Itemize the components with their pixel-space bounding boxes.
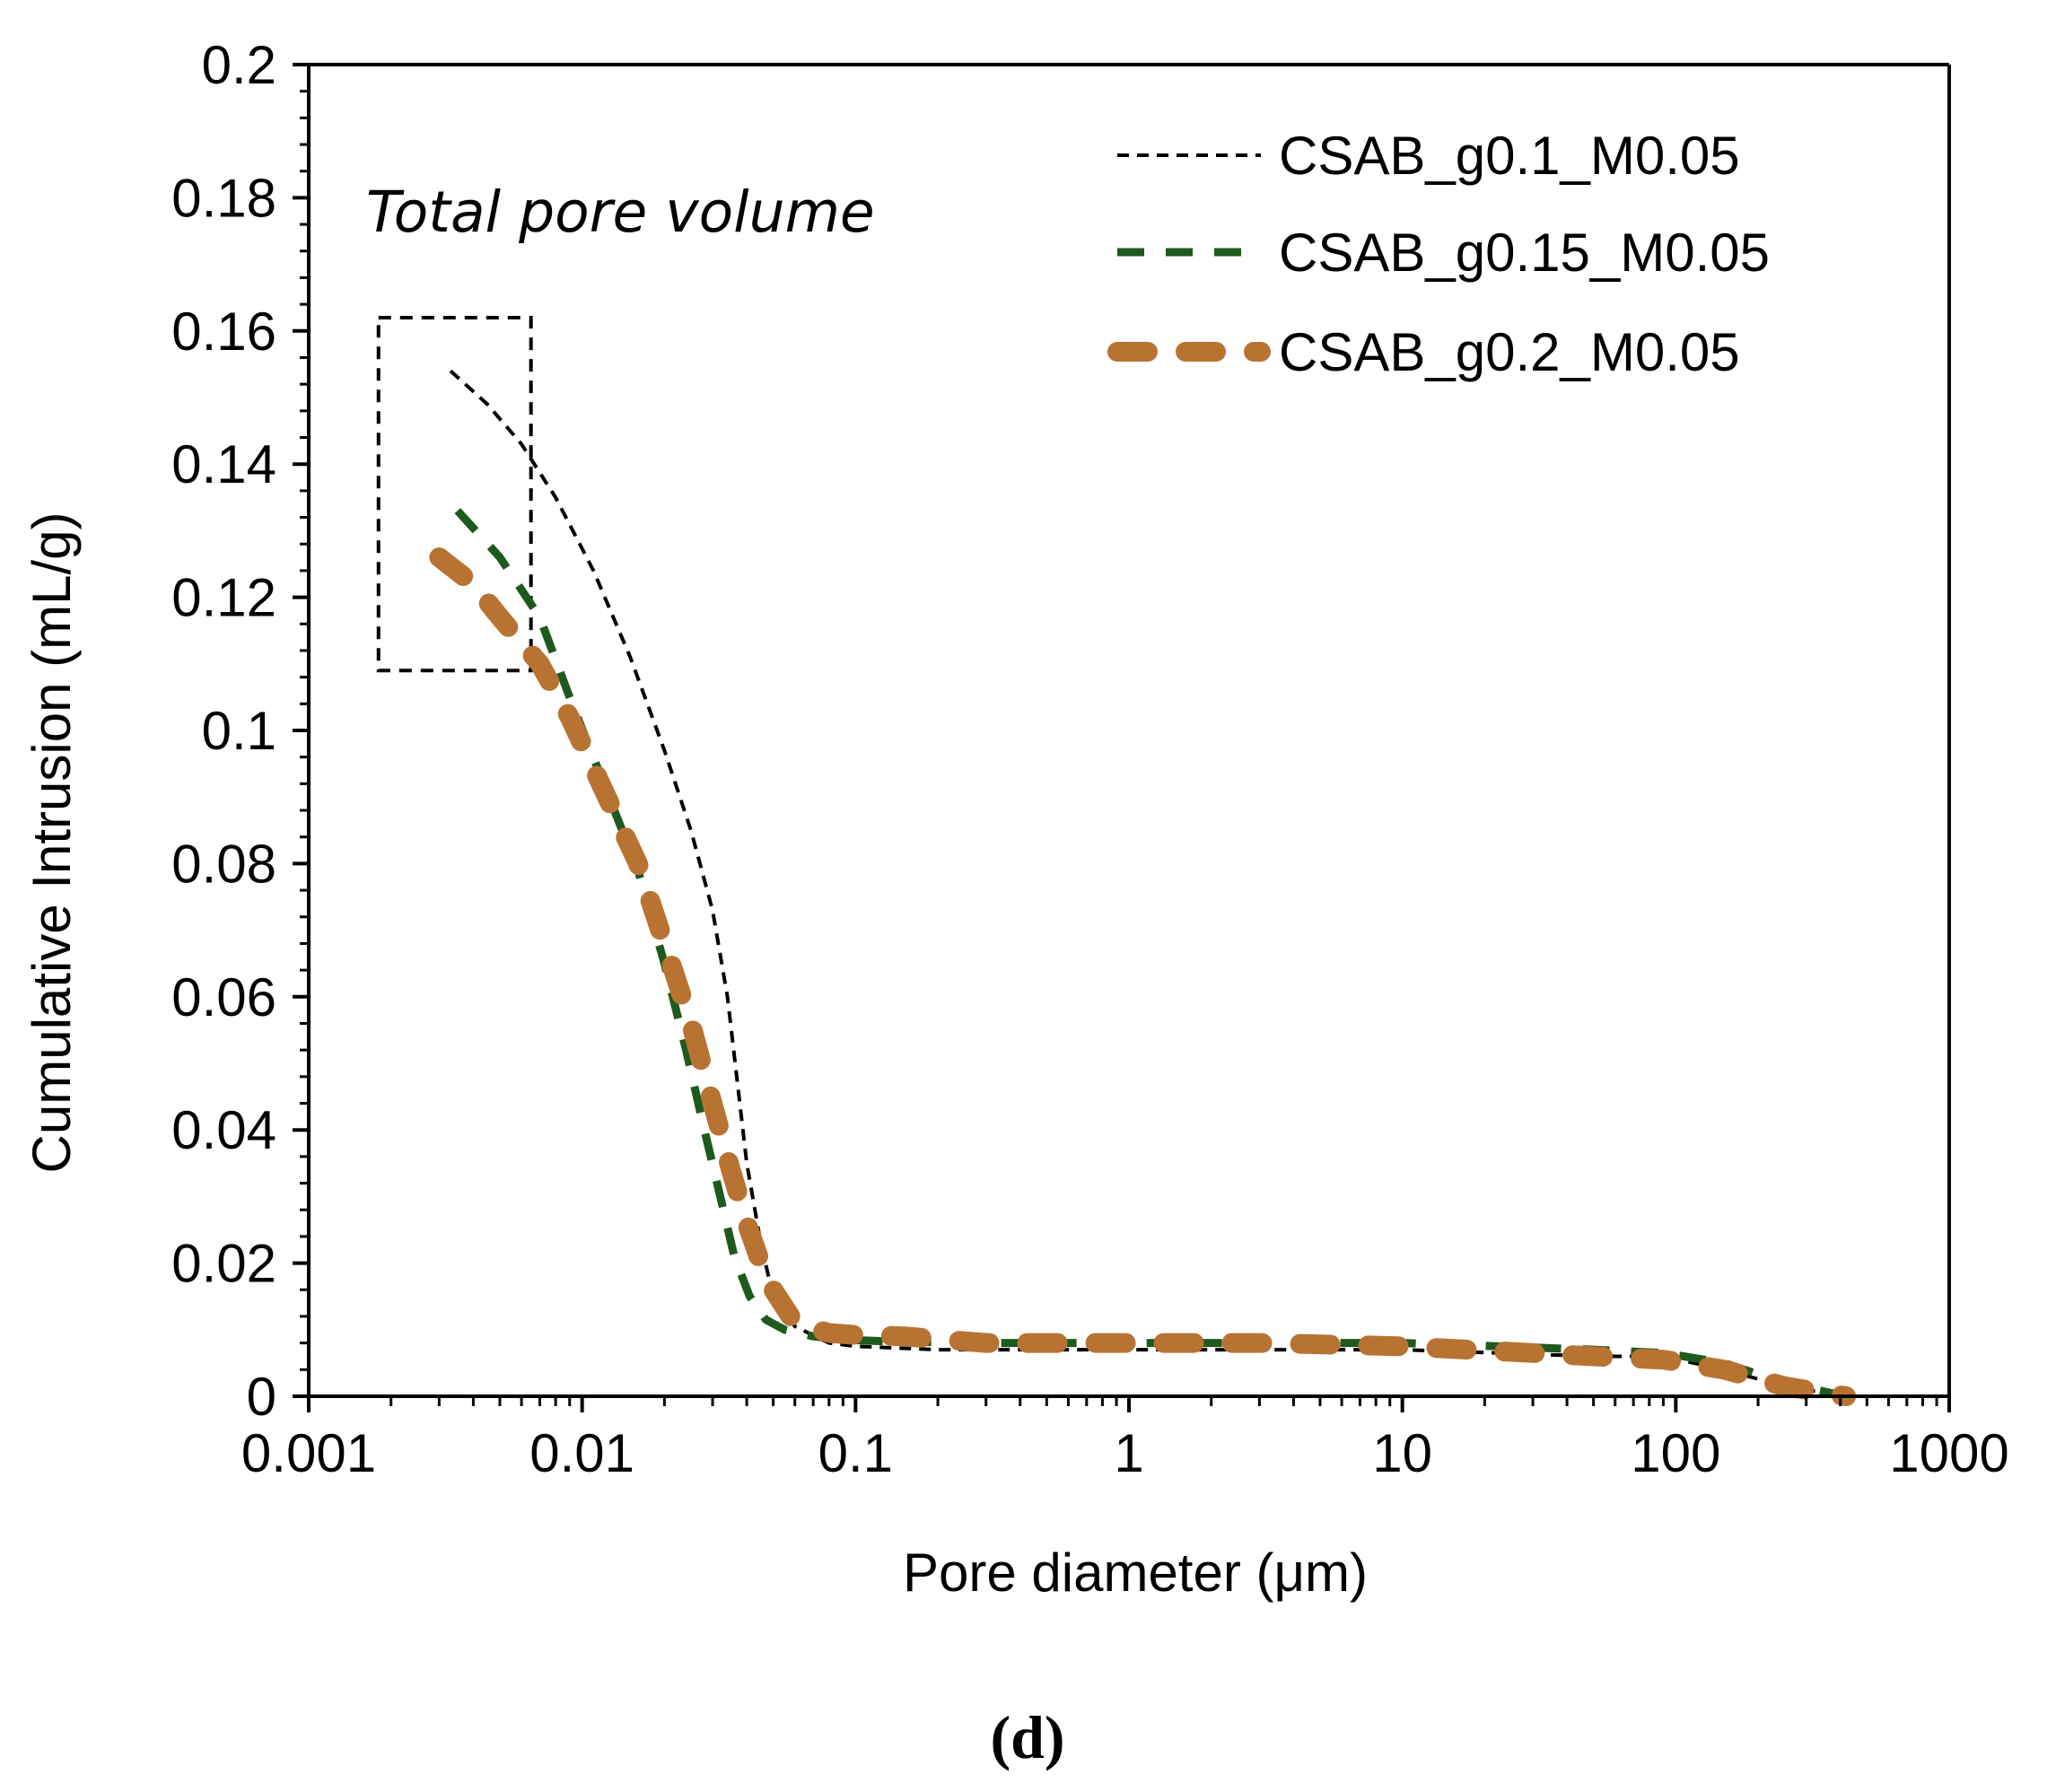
plot-marks: 0 0.02 0.04 0.06 0.08 0.1 0.12 0.14 0.16 0.18 0.2 0…	[171, 35, 2009, 1483]
x-tick-label: 0.01	[529, 1423, 634, 1483]
y-axis-title: Cumulative Intrusion (mL/g)	[22, 512, 82, 1174]
y-tick-label: 0.2	[202, 35, 276, 95]
legend-label-series-1: CSAB_g0.1_M0.05	[1279, 126, 1740, 186]
series-line-3	[429, 547, 1857, 1406]
series-line-2	[454, 508, 1848, 1401]
total-pore-volume-annotation: Total pore volume	[366, 179, 875, 245]
y-tick-label: 0.14	[171, 434, 276, 494]
y-tick-label: 0	[247, 1367, 276, 1427]
legend-label-series-2: CSAB_g0.15_M0.05	[1279, 223, 1770, 283]
x-tick-label: 1	[1114, 1423, 1143, 1483]
legend: CSAB_g0.1_M0.05 CSAB_g0.15_M0.05 CSAB_g0…	[1107, 126, 1770, 382]
series-line-1	[449, 369, 1847, 1398]
y-tick-label: 0.08	[171, 834, 276, 894]
panel-label: (d)	[990, 1703, 1064, 1771]
y-tick-label: 0.12	[171, 568, 276, 628]
x-tick-label: 1000	[1889, 1423, 2008, 1483]
y-tick-label: 0.06	[171, 967, 276, 1027]
y-tick-label: 0.16	[171, 302, 276, 362]
y-tick-label: 0.1	[202, 701, 276, 761]
total-pore-volume-box	[376, 315, 533, 673]
x-axis-title: Pore diameter (μm)	[903, 1543, 1368, 1603]
x-tick-label: 0.001	[241, 1423, 376, 1483]
x-tick-label: 0.1	[818, 1423, 893, 1483]
x-tick-label: 10	[1372, 1423, 1432, 1483]
legend-label-series-3: CSAB_g0.2_M0.05	[1279, 322, 1740, 382]
y-tick-label: 0.18	[171, 168, 276, 228]
y-tick-label: 0.04	[171, 1100, 276, 1160]
y-tick-label: 0.02	[171, 1234, 276, 1294]
x-tick-label: 100	[1631, 1423, 1720, 1483]
